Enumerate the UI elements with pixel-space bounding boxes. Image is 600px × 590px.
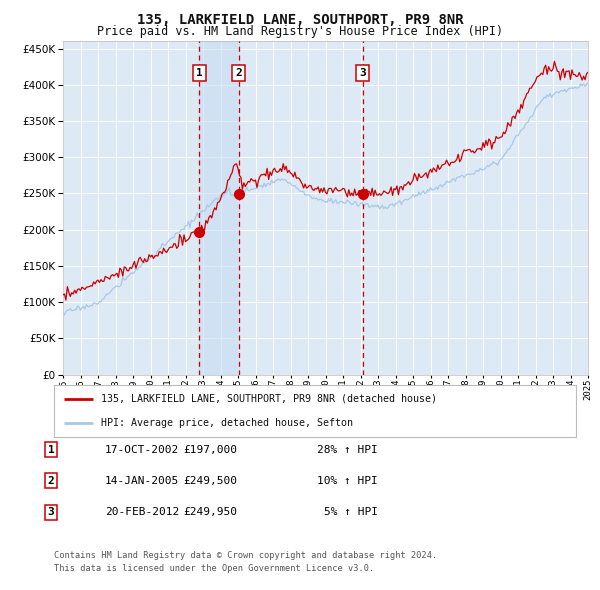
- Text: 28% ↑ HPI: 28% ↑ HPI: [317, 445, 378, 454]
- Text: 135, LARKFIELD LANE, SOUTHPORT, PR9 8NR: 135, LARKFIELD LANE, SOUTHPORT, PR9 8NR: [137, 13, 463, 27]
- Text: 2: 2: [235, 68, 242, 78]
- Text: Price paid vs. HM Land Registry's House Price Index (HPI): Price paid vs. HM Land Registry's House …: [97, 25, 503, 38]
- Text: 135, LARKFIELD LANE, SOUTHPORT, PR9 8NR (detached house): 135, LARKFIELD LANE, SOUTHPORT, PR9 8NR …: [101, 394, 437, 404]
- Text: 2: 2: [47, 476, 55, 486]
- Text: This data is licensed under the Open Government Licence v3.0.: This data is licensed under the Open Gov…: [54, 565, 374, 573]
- Text: £249,950: £249,950: [183, 507, 237, 517]
- Text: HPI: Average price, detached house, Sefton: HPI: Average price, detached house, Seft…: [101, 418, 353, 428]
- Text: Contains HM Land Registry data © Crown copyright and database right 2024.: Contains HM Land Registry data © Crown c…: [54, 552, 437, 560]
- Text: 1: 1: [47, 445, 55, 454]
- Text: £197,000: £197,000: [183, 445, 237, 454]
- Bar: [199, 41, 239, 375]
- Text: £249,500: £249,500: [183, 476, 237, 486]
- Text: 1: 1: [196, 68, 203, 78]
- Text: 3: 3: [47, 507, 55, 517]
- Text: 5% ↑ HPI: 5% ↑ HPI: [324, 507, 378, 517]
- Text: 20-FEB-2012: 20-FEB-2012: [105, 507, 179, 517]
- Text: 10% ↑ HPI: 10% ↑ HPI: [317, 476, 378, 486]
- Text: 14-JAN-2005: 14-JAN-2005: [105, 476, 179, 486]
- Text: 17-OCT-2002: 17-OCT-2002: [105, 445, 179, 454]
- Text: 3: 3: [359, 68, 366, 78]
